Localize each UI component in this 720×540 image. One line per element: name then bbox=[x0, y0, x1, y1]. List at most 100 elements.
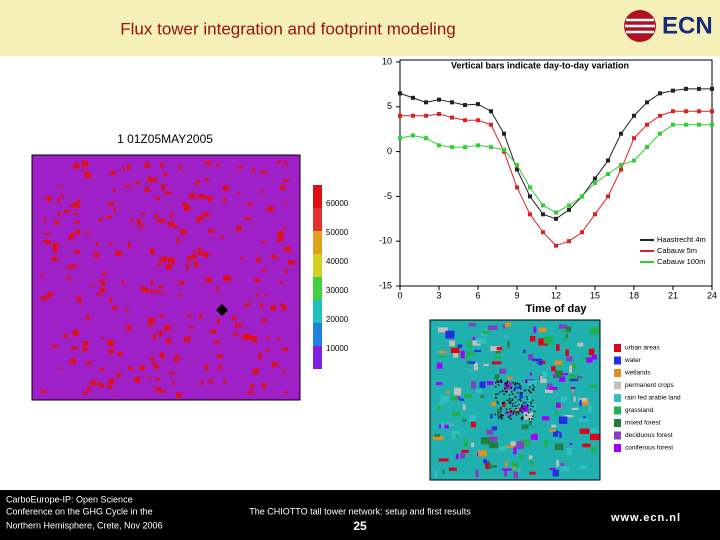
spot bbox=[113, 189, 116, 192]
patch bbox=[589, 384, 599, 389]
dot bbox=[505, 386, 508, 389]
spot bbox=[71, 346, 78, 350]
spot bbox=[261, 382, 266, 389]
dot bbox=[500, 418, 503, 420]
patch bbox=[453, 352, 459, 358]
point bbox=[606, 194, 610, 199]
patch bbox=[507, 389, 511, 393]
spot bbox=[168, 221, 175, 227]
spot bbox=[59, 367, 62, 370]
spot bbox=[240, 256, 244, 260]
patch bbox=[496, 346, 503, 351]
spot bbox=[192, 250, 195, 253]
spot bbox=[77, 199, 81, 204]
spot bbox=[165, 191, 172, 195]
dot bbox=[514, 404, 516, 407]
spot bbox=[209, 329, 217, 334]
patch bbox=[544, 389, 553, 394]
spot bbox=[86, 231, 89, 236]
patch bbox=[455, 396, 460, 400]
dot bbox=[512, 402, 514, 405]
patch bbox=[494, 356, 501, 359]
legend-label: deciduous forest bbox=[625, 432, 673, 439]
legend-label: urban areas bbox=[625, 345, 660, 352]
spot bbox=[108, 202, 115, 206]
dot bbox=[511, 405, 514, 407]
map-title: 1 01Z05MAY2005 bbox=[117, 132, 213, 146]
patch bbox=[437, 355, 447, 358]
dot bbox=[498, 411, 501, 414]
patch bbox=[455, 453, 459, 460]
patch bbox=[573, 396, 576, 402]
spot bbox=[186, 315, 192, 318]
plot-frame bbox=[399, 59, 713, 287]
dot bbox=[526, 398, 529, 401]
spot bbox=[254, 278, 261, 283]
spot bbox=[101, 273, 105, 276]
dot bbox=[519, 385, 522, 387]
spot bbox=[75, 229, 81, 235]
spot bbox=[202, 212, 210, 217]
spot bbox=[159, 352, 165, 359]
spot bbox=[252, 336, 257, 343]
spot bbox=[256, 257, 261, 263]
dot bbox=[508, 416, 511, 419]
dot bbox=[497, 408, 499, 411]
spot bbox=[140, 286, 145, 292]
point bbox=[580, 194, 584, 199]
patch bbox=[561, 330, 570, 334]
patch bbox=[463, 439, 468, 447]
dot bbox=[509, 414, 512, 417]
legend-label: wetlands bbox=[624, 370, 651, 377]
dot bbox=[532, 405, 535, 408]
point bbox=[567, 207, 571, 212]
patch bbox=[529, 372, 533, 376]
conference-line: Conference on the GHG Cycle in the bbox=[6, 506, 153, 516]
x-tick-label: 9 bbox=[514, 290, 519, 300]
spot bbox=[193, 261, 199, 267]
patch bbox=[529, 471, 536, 475]
dot bbox=[519, 392, 522, 394]
point bbox=[515, 163, 519, 168]
patch bbox=[551, 424, 557, 428]
patch bbox=[544, 439, 548, 448]
spot bbox=[285, 268, 288, 274]
point bbox=[619, 131, 623, 136]
spot bbox=[214, 339, 220, 344]
spot bbox=[223, 378, 226, 385]
dot bbox=[530, 402, 533, 405]
point bbox=[450, 145, 454, 150]
spot bbox=[179, 293, 182, 297]
spot bbox=[87, 386, 91, 393]
line-chart: Vertical bars indicate day-to-day variat… bbox=[379, 56, 717, 315]
patch bbox=[538, 358, 543, 366]
patch bbox=[479, 381, 486, 389]
spot bbox=[156, 219, 163, 223]
y-tick-label: 5 bbox=[387, 101, 392, 111]
dot bbox=[523, 408, 526, 410]
patch bbox=[562, 338, 568, 342]
patch bbox=[434, 434, 441, 437]
spot bbox=[85, 314, 90, 320]
spot bbox=[247, 201, 252, 206]
spot bbox=[90, 284, 94, 287]
point bbox=[515, 167, 519, 172]
spot bbox=[82, 340, 89, 346]
patch bbox=[533, 326, 537, 333]
footprint-map bbox=[31, 154, 301, 401]
patch bbox=[472, 340, 481, 346]
spot bbox=[54, 220, 59, 225]
patch bbox=[542, 371, 548, 379]
dot bbox=[524, 389, 527, 391]
spot bbox=[271, 254, 278, 259]
spot bbox=[262, 317, 267, 323]
dot bbox=[504, 382, 507, 385]
patch bbox=[559, 376, 566, 382]
patch bbox=[577, 342, 584, 347]
spot bbox=[166, 338, 172, 344]
spot bbox=[277, 237, 283, 242]
spot bbox=[96, 292, 102, 296]
spot bbox=[209, 378, 213, 384]
spot bbox=[150, 289, 153, 295]
spot bbox=[200, 380, 204, 386]
